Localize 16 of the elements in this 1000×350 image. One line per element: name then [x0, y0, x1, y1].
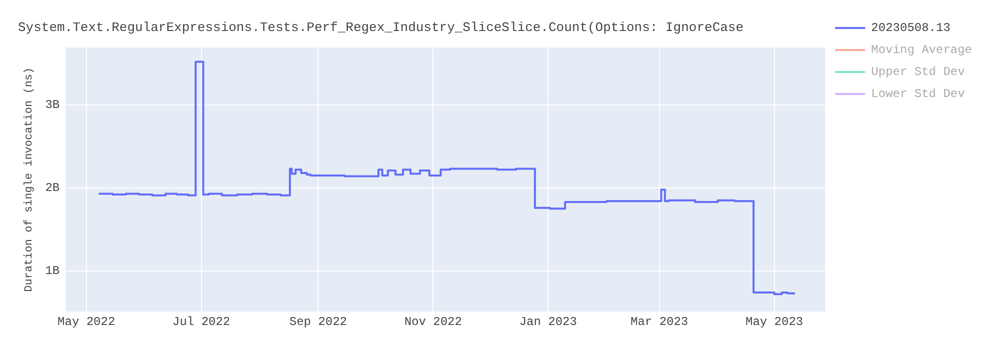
x-tick-label: Mar 2023: [630, 314, 688, 329]
y-axis-title: Duration of single invocation (ns): [24, 67, 36, 292]
y-tick-label: 1B: [45, 264, 60, 278]
x-tick-label: Jan 2023: [519, 314, 577, 329]
legend-label: Moving Average: [871, 43, 972, 58]
legend-label: Upper Std Dev: [871, 65, 965, 80]
x-tick-label: Nov 2022: [404, 314, 462, 329]
chart-title: System.Text.RegularExpressions.Tests.Perf_Regex_Industry_SliceSlice.Count(Options: IgnoreCase: [18, 20, 744, 36]
legend-label: Lower Std Dev: [871, 87, 965, 102]
x-tick-label: Jul 2022: [172, 314, 230, 329]
y-tick-label: 3B: [45, 98, 60, 112]
x-tick-label: May 2023: [745, 314, 804, 329]
legend-label: 20230508.13: [871, 21, 950, 36]
x-tick-label: Sep 2022: [289, 314, 347, 329]
y-tick-label: 2B: [45, 181, 60, 196]
x-tick-label: May 2022: [58, 314, 116, 329]
